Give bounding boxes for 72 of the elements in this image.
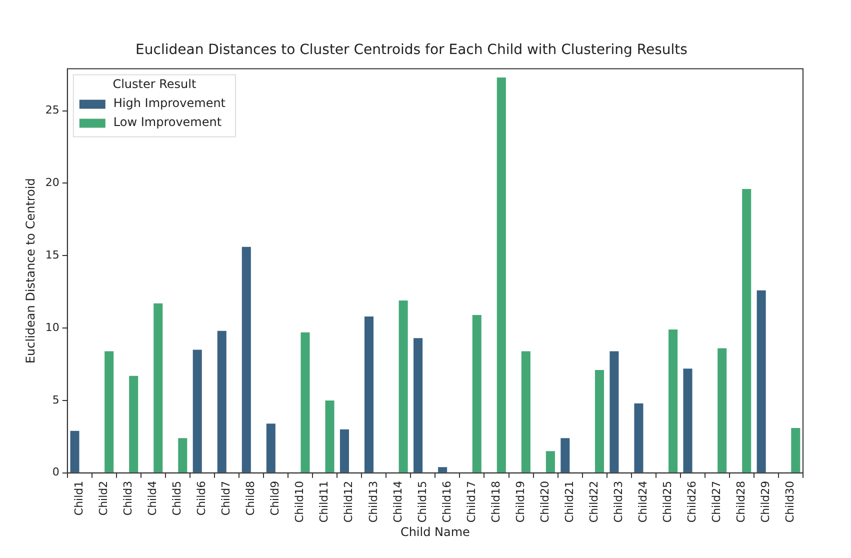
x-tick-label: Child26 [686,480,699,523]
x-tick-label: Child1 [72,480,86,516]
bar [217,330,226,472]
bar [398,300,408,472]
bar [496,77,506,472]
x-axis-title: Child Name [400,524,470,539]
x-tick-label: Child14 [391,480,404,523]
bar [634,403,644,472]
bar [560,438,570,472]
bar [70,430,80,472]
bar [718,348,727,472]
x-tick-label: Child23 [612,480,625,523]
y-tick-label: 20 [45,176,60,190]
bar [192,350,202,472]
x-tick-label: Child12 [342,480,356,523]
y-tick-label: 5 [52,393,60,406]
bar [266,424,276,472]
y-tick-label: 15 [45,248,60,262]
x-tick-label: Child19 [514,480,527,523]
x-tick-label: Child30 [784,480,797,523]
x-tick-label: Child28 [734,480,748,523]
x-tick-label: Child6 [195,480,208,516]
bar [546,451,555,472]
bar [610,351,619,472]
y-tick-label: 10 [45,320,60,334]
x-tick-label: Child18 [489,480,502,523]
bar [104,351,114,472]
x-tick-label: Child15 [416,480,429,523]
x-tick-label: Child17 [464,480,478,523]
x-tick-label: Child3 [122,480,135,516]
legend-label: High Improvement [113,96,226,110]
x-tick-label: Child22 [587,480,600,523]
x-tick-label: Child9 [268,480,282,516]
bar [364,316,374,472]
y-tick-label: 25 [45,104,60,117]
bar [472,315,482,472]
x-tick-label: Child20 [538,480,552,523]
y-axis-title: Euclidean Distance to Centroid [23,178,38,364]
bar [683,368,692,472]
x-tick-label: Child21 [562,480,576,523]
x-tick-label: Child8 [244,480,258,516]
bar [340,429,349,472]
y-tick-label: 0 [52,466,60,479]
x-tick-label: Child5 [170,480,184,516]
x-tick-label: Child13 [366,480,380,523]
bar [300,332,310,472]
x-tick-label: Child4 [146,480,160,516]
x-tick-label: Child2 [97,480,110,516]
x-tick-label: Child24 [636,480,650,523]
x-tick-label: Child7 [220,480,233,516]
bar [325,400,334,472]
bar [668,329,678,472]
bar [742,189,752,472]
bar [756,290,766,472]
x-tick-label: Child29 [759,480,772,523]
legend-label: Low Improvement [113,114,222,129]
bar [414,338,423,472]
bar [129,376,138,472]
bar [178,438,188,472]
bar [154,303,163,472]
bar [242,246,251,472]
bar [521,351,530,472]
x-tick-label: Child11 [318,480,331,523]
legend-title: Cluster Result [112,76,196,91]
x-tick-label: Child10 [293,480,306,523]
x-tick-label: Child25 [661,480,674,523]
bar [594,370,604,472]
x-tick-label: Child16 [440,480,454,523]
x-tick-label: Child27 [710,480,724,523]
bar [791,428,800,472]
bar [438,467,448,472]
chart-title: Euclidean Distances to Cluster Centroids for Each Child with Clustering Results [136,42,688,58]
